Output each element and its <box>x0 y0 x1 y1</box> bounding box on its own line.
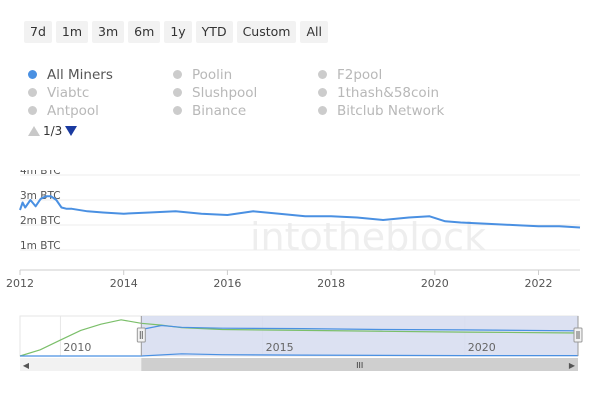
legend-item-viabtc[interactable]: Viabtc <box>28 84 173 101</box>
x-tick-label: 2012 <box>6 277 34 290</box>
y-tick-label: 3m BTC <box>20 190 61 202</box>
legend-label: Bitclub Network <box>337 102 445 119</box>
range-6m-button[interactable]: 6m <box>128 21 161 43</box>
legend-pager: 1/3 <box>28 124 78 138</box>
legend-dot-icon <box>28 88 37 97</box>
scrollbar-grip-icon[interactable]: III <box>356 361 363 370</box>
pager-up-arrow-icon[interactable] <box>28 126 40 136</box>
y-tick-label: 1m BTC <box>20 240 61 252</box>
navigator-selection[interactable] <box>141 316 578 356</box>
legend-dot-icon <box>173 106 182 115</box>
scroll-left-arrow-icon[interactable]: ◀ <box>23 361 30 370</box>
range-1y-button[interactable]: 1y <box>164 21 192 43</box>
legend-item-poolin[interactable]: Poolin <box>173 66 318 83</box>
range-1m-button[interactable]: 1m <box>55 21 89 43</box>
legend: All Miners Poolin F2pool Viabtc Slushpoo… <box>28 66 468 119</box>
legend-item-binance[interactable]: Binance <box>173 102 318 119</box>
legend-label: F2pool <box>337 66 383 83</box>
pager-label: 1/3 <box>43 124 63 138</box>
legend-item-antpool[interactable]: Antpool <box>28 102 173 119</box>
legend-dot-icon <box>318 106 327 115</box>
range-7d-button[interactable]: 7d <box>24 21 52 43</box>
legend-dot-icon <box>173 70 182 79</box>
legend-dot-icon <box>173 88 182 97</box>
legend-label: 1thash&58coin <box>337 84 439 101</box>
range-3m-button[interactable]: 3m <box>92 21 125 43</box>
range-ytd-button[interactable]: YTD <box>195 21 233 43</box>
series-line-all-miners <box>19 195 581 229</box>
legend-item-f2pool[interactable]: F2pool <box>318 66 468 83</box>
y-tick-label: 2m BTC <box>20 215 61 227</box>
legend-item-1thash58coin[interactable]: 1thash&58coin <box>318 84 468 101</box>
navigator-series-blue <box>141 324 579 332</box>
legend-dot-icon <box>28 70 37 79</box>
navigator-tick-label: 2010 <box>63 341 91 354</box>
navigator-right-handle[interactable] <box>573 327 583 343</box>
navigator: 2010 2015 2020 III ◀ ▶ <box>19 315 583 371</box>
range-custom-button[interactable]: Custom <box>236 21 297 43</box>
x-tick-label: 2018 <box>317 277 345 290</box>
legend-dot-icon <box>318 88 327 97</box>
scroll-right-arrow-icon[interactable]: ▶ <box>569 361 576 370</box>
navigator-series-green <box>19 319 579 357</box>
x-tick-label: 2014 <box>110 277 138 290</box>
range-all-button[interactable]: All <box>300 21 328 43</box>
legend-item-slushpool[interactable]: Slushpool <box>173 84 318 101</box>
scrollbar-thumb[interactable] <box>141 358 578 371</box>
legend-label: All Miners <box>47 66 113 83</box>
legend-label: Slushpool <box>192 84 258 101</box>
pager-down-arrow-icon[interactable] <box>65 126 78 136</box>
y-tick-label: 4m BTC <box>20 170 61 177</box>
navigator-tick-label: 2015 <box>266 341 294 354</box>
navigator-left-handle[interactable] <box>136 327 146 343</box>
legend-label: Binance <box>192 102 247 119</box>
range-selector: 7d 1m 3m 6m 1y YTD Custom All <box>24 21 328 43</box>
legend-label: Viabtc <box>47 84 90 101</box>
legend-dot-icon <box>318 70 327 79</box>
legend-dot-icon <box>28 106 37 115</box>
x-tick-label: 2022 <box>525 277 553 290</box>
legend-item-bitclub-network[interactable]: Bitclub Network <box>318 102 468 119</box>
legend-label: Antpool <box>47 102 99 119</box>
legend-label: Poolin <box>192 66 233 83</box>
x-tick-label: 2020 <box>421 277 449 290</box>
x-tick-label: 2016 <box>213 277 241 290</box>
navigator-tick-label: 2020 <box>468 341 496 354</box>
legend-item-all-miners[interactable]: All Miners <box>28 66 173 83</box>
